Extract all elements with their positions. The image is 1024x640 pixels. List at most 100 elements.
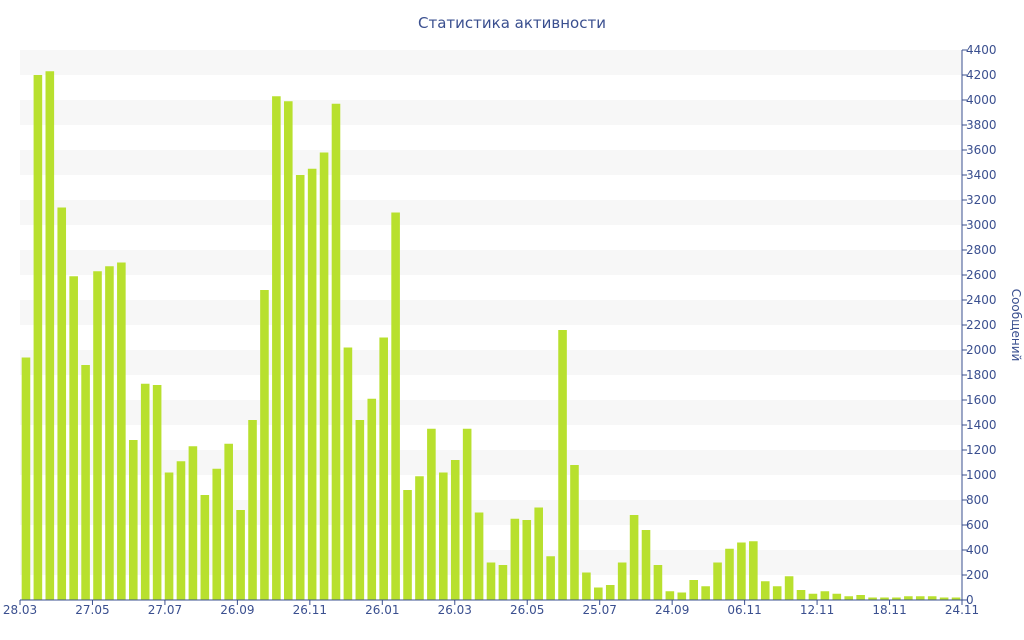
- bar: [796, 590, 806, 600]
- bar: [355, 420, 365, 600]
- y-tick-label: 1200: [966, 443, 997, 457]
- bar: [689, 580, 699, 600]
- bar: [546, 556, 555, 600]
- x-tick-label: 27.07: [148, 603, 182, 617]
- bar: [164, 472, 174, 600]
- bar: [534, 507, 543, 600]
- bar: [856, 595, 865, 600]
- bar: [343, 347, 353, 600]
- bar: [558, 330, 567, 600]
- bar: [868, 597, 877, 600]
- bar: [140, 383, 150, 600]
- grid-band: [20, 300, 962, 325]
- y-axis-title: Сообщений: [1009, 289, 1023, 362]
- bar: [522, 520, 532, 600]
- bar: [784, 576, 794, 600]
- bar: [462, 428, 472, 600]
- bar: [391, 212, 400, 600]
- y-tick-label: 800: [966, 493, 989, 507]
- y-axis: 0 200 400 600 800 1000 1200 1400 1600 1800 2000 220…: [961, 43, 997, 607]
- x-tick-label: 27.05: [75, 603, 109, 617]
- y-tick-label: 4000: [966, 93, 997, 107]
- bar: [629, 515, 639, 600]
- bar: [248, 420, 257, 600]
- bar: [927, 596, 937, 600]
- bar: [93, 271, 102, 600]
- bar: [236, 510, 245, 600]
- bar: [128, 440, 138, 600]
- grid-band: [20, 150, 962, 175]
- chart-title: Статистика активности: [418, 14, 606, 32]
- bar: [439, 472, 448, 600]
- bar: [212, 468, 222, 600]
- y-tick-label: 3000: [966, 218, 997, 232]
- y-tick-label: 600: [966, 518, 989, 532]
- bar: [331, 103, 341, 600]
- bar: [641, 530, 651, 600]
- bar: [582, 572, 591, 600]
- y-tick-label: 1000: [966, 468, 997, 482]
- bar: [939, 597, 949, 600]
- bar: [450, 460, 460, 600]
- x-tick-label: 28.03: [3, 603, 37, 617]
- y-tick-label: 200: [966, 568, 989, 582]
- bar: [749, 541, 758, 600]
- bar: [713, 562, 722, 600]
- bar: [904, 596, 913, 600]
- x-tick-label: 24.09: [655, 603, 689, 617]
- bar: [951, 597, 961, 600]
- x-tick-label: 25.07: [583, 603, 617, 617]
- x-tick-label: 26.09: [220, 603, 254, 617]
- bar: [617, 562, 627, 600]
- bar: [605, 585, 615, 600]
- y-tick-label: 2400: [966, 293, 997, 307]
- bar: [772, 586, 782, 600]
- grid-band: [20, 400, 962, 425]
- bar: [880, 597, 889, 600]
- y-tick-label: 2600: [966, 268, 997, 282]
- bar: [21, 357, 31, 600]
- grid-band: [20, 350, 962, 375]
- bar: [737, 542, 746, 600]
- y-tick-label: 3200: [966, 193, 997, 207]
- bar: [510, 518, 520, 600]
- y-tick-label: 1600: [966, 393, 997, 407]
- grid-band: [20, 200, 962, 225]
- bar: [892, 597, 901, 600]
- y-tick-label: 1800: [966, 368, 997, 382]
- bar: [367, 398, 377, 600]
- bar: [760, 581, 770, 600]
- bar: [844, 596, 854, 600]
- bar: [272, 96, 281, 600]
- bar: [117, 262, 126, 600]
- bar: [474, 512, 484, 600]
- x-tick-label: 06.11: [727, 603, 761, 617]
- y-tick-label: 2000: [966, 343, 997, 357]
- bar: [307, 168, 317, 600]
- x-tick-label: 18.11: [872, 603, 906, 617]
- y-tick-label: 3800: [966, 118, 997, 132]
- bar: [260, 290, 269, 600]
- y-tick-label: 2200: [966, 318, 997, 332]
- bar: [45, 71, 55, 600]
- bar: [403, 490, 412, 600]
- bar: [820, 591, 830, 600]
- y-tick-label: 2800: [966, 243, 997, 257]
- bar: [677, 592, 687, 600]
- x-axis: 28.03 27.05 27.07 26.09 26.11 26.01 26.03 26.05…: [3, 599, 979, 617]
- bar: [188, 446, 198, 600]
- bar: [379, 337, 388, 600]
- bars-group: [21, 71, 961, 600]
- x-tick-label: 26.11: [293, 603, 327, 617]
- bar: [915, 596, 925, 600]
- bar: [486, 562, 496, 600]
- y-tick-label: 4400: [966, 43, 997, 57]
- bar: [69, 276, 78, 600]
- x-tick-label: 24.11: [945, 603, 979, 617]
- bar: [653, 565, 663, 600]
- grid-band: [20, 100, 962, 125]
- x-tick-label: 12.11: [800, 603, 834, 617]
- y-tick-label: 0: [966, 593, 974, 607]
- bar: [284, 101, 293, 600]
